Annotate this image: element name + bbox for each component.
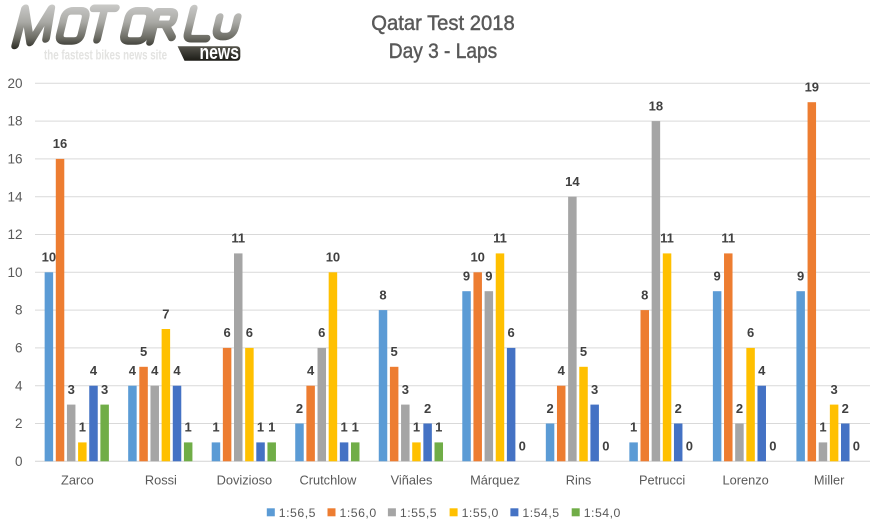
svg-text:6: 6 xyxy=(508,325,515,340)
svg-text:2: 2 xyxy=(424,401,431,416)
svg-text:11: 11 xyxy=(660,231,674,246)
svg-text:4: 4 xyxy=(90,363,98,378)
svg-text:5: 5 xyxy=(580,344,587,359)
svg-text:4: 4 xyxy=(129,363,137,378)
svg-text:1:54,0: 1:54,0 xyxy=(584,506,621,520)
svg-text:9: 9 xyxy=(714,269,721,284)
svg-text:Márquez: Márquez xyxy=(470,473,520,488)
svg-text:9: 9 xyxy=(797,269,804,284)
svg-text:1: 1 xyxy=(435,420,442,435)
svg-text:Crutchlow: Crutchlow xyxy=(300,473,358,488)
svg-text:1: 1 xyxy=(413,420,420,435)
svg-text:16: 16 xyxy=(7,152,22,167)
svg-text:19: 19 xyxy=(805,80,819,95)
svg-text:3: 3 xyxy=(830,382,837,397)
svg-text:1:54,5: 1:54,5 xyxy=(522,506,559,520)
svg-text:3: 3 xyxy=(101,382,108,397)
svg-text:0: 0 xyxy=(769,439,776,454)
svg-text:Miller: Miller xyxy=(814,473,845,488)
svg-text:10: 10 xyxy=(42,250,56,265)
svg-text:4: 4 xyxy=(151,363,159,378)
svg-text:0: 0 xyxy=(853,439,860,454)
svg-text:12: 12 xyxy=(7,227,22,242)
svg-text:4: 4 xyxy=(15,378,23,393)
svg-text:20: 20 xyxy=(7,76,22,91)
svg-text:1: 1 xyxy=(819,420,826,435)
svg-text:1: 1 xyxy=(79,420,86,435)
svg-text:4: 4 xyxy=(173,363,181,378)
svg-text:18: 18 xyxy=(649,98,663,113)
svg-text:10: 10 xyxy=(326,250,340,265)
svg-text:0: 0 xyxy=(519,439,526,454)
svg-text:0: 0 xyxy=(686,439,693,454)
svg-text:6: 6 xyxy=(747,325,754,340)
svg-text:3: 3 xyxy=(402,382,409,397)
svg-text:8: 8 xyxy=(379,287,386,302)
svg-text:Lorenzo: Lorenzo xyxy=(722,473,768,488)
svg-text:2: 2 xyxy=(736,401,743,416)
svg-text:1: 1 xyxy=(185,420,192,435)
svg-text:4: 4 xyxy=(307,363,315,378)
svg-text:Day 3 - Laps: Day 3 - Laps xyxy=(389,39,498,63)
svg-text:5: 5 xyxy=(140,344,147,359)
svg-text:2: 2 xyxy=(842,401,849,416)
svg-text:the fastest bikes news site: the fastest bikes news site xyxy=(44,47,167,62)
svg-text:7: 7 xyxy=(162,306,169,321)
svg-text:Zarco: Zarco xyxy=(61,473,94,488)
svg-text:2: 2 xyxy=(296,401,303,416)
svg-text:Rins: Rins xyxy=(566,473,592,488)
svg-text:11: 11 xyxy=(231,231,245,246)
svg-text:9: 9 xyxy=(485,269,492,284)
svg-text:1: 1 xyxy=(212,420,219,435)
svg-text:3: 3 xyxy=(68,382,75,397)
svg-text:1: 1 xyxy=(352,420,359,435)
svg-text:2: 2 xyxy=(546,401,553,416)
svg-text:1:55,5: 1:55,5 xyxy=(400,506,437,520)
svg-text:18: 18 xyxy=(7,114,22,129)
svg-text:1: 1 xyxy=(630,420,637,435)
svg-text:6: 6 xyxy=(318,325,325,340)
svg-text:1:56,0: 1:56,0 xyxy=(340,506,377,520)
svg-text:6: 6 xyxy=(246,325,253,340)
svg-text:8: 8 xyxy=(15,303,23,318)
svg-text:6: 6 xyxy=(223,325,230,340)
svg-text:Petrucci: Petrucci xyxy=(639,473,685,488)
svg-text:4: 4 xyxy=(758,363,766,378)
svg-text:14: 14 xyxy=(7,189,23,204)
svg-text:10: 10 xyxy=(470,250,484,265)
svg-text:1: 1 xyxy=(257,420,264,435)
svg-text:Qatar Test 2018: Qatar Test 2018 xyxy=(371,11,515,35)
svg-text:1: 1 xyxy=(340,420,347,435)
svg-text:14: 14 xyxy=(565,174,580,189)
svg-text:Dovizioso: Dovizioso xyxy=(217,473,272,488)
svg-text:0: 0 xyxy=(602,439,609,454)
svg-text:2: 2 xyxy=(675,401,682,416)
svg-text:2: 2 xyxy=(15,416,23,431)
svg-text:news: news xyxy=(200,41,240,64)
svg-text:11: 11 xyxy=(721,231,735,246)
svg-text:Viñales: Viñales xyxy=(391,473,433,488)
svg-text:8: 8 xyxy=(641,287,648,302)
svg-text:10: 10 xyxy=(7,265,22,280)
svg-text:0: 0 xyxy=(15,454,23,469)
svg-text:1:55,0: 1:55,0 xyxy=(462,506,499,520)
svg-text:Rossi: Rossi xyxy=(145,473,177,488)
svg-text:6: 6 xyxy=(15,341,23,356)
svg-text:16: 16 xyxy=(53,136,67,151)
svg-text:9: 9 xyxy=(463,269,470,284)
svg-text:11: 11 xyxy=(493,231,507,246)
svg-text:3: 3 xyxy=(591,382,598,397)
svg-text:1: 1 xyxy=(268,420,275,435)
svg-text:4: 4 xyxy=(558,363,566,378)
svg-text:5: 5 xyxy=(391,344,398,359)
svg-text:1:56,5: 1:56,5 xyxy=(279,506,316,520)
